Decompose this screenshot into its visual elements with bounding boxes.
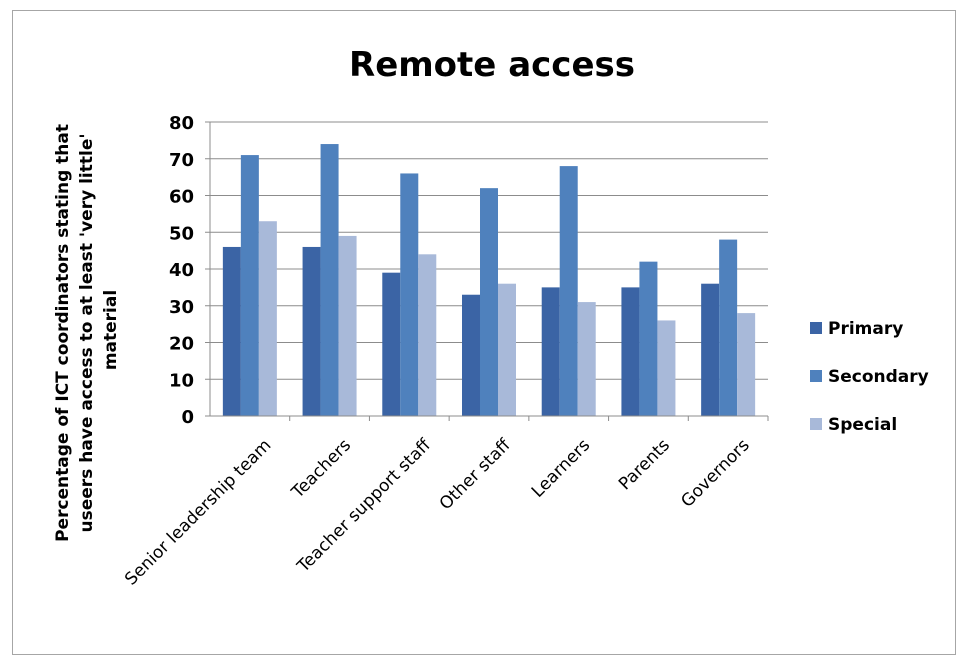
y-tick-label-80: 80 [169, 113, 194, 134]
y-axis-label-line-1: Percentage of ICT coordinators stating t… [53, 124, 73, 542]
legend-label-primary: Primary [828, 319, 903, 339]
y-tick-labels: 0 10 20 30 40 50 60 70 80 [169, 113, 194, 428]
y-tick-label-70: 70 [169, 150, 194, 171]
bar-special-6 [737, 313, 756, 416]
bar-secondary-1 [320, 144, 339, 417]
legend-swatch-special [810, 418, 822, 430]
legend-label-secondary: Secondary [828, 367, 929, 387]
y-tick-label-40: 40 [169, 260, 194, 281]
bar-special-4 [577, 302, 596, 416]
y-axis-label: Percentage of ICT coordinators stating t… [53, 118, 121, 542]
x-tick-label-2: Teacher support staff [293, 434, 436, 577]
bar-primary-3 [462, 294, 480, 416]
bar-secondary-4 [559, 166, 578, 416]
x-tick-label-3: Other staff [436, 434, 516, 514]
chart-title: Remote access [349, 45, 635, 85]
y-axis-label-line-2: useers have access to at least 'very lit… [77, 133, 97, 532]
y-tick-label-60: 60 [169, 187, 194, 208]
bar-secondary-2 [400, 173, 419, 416]
bar-primary-4 [541, 287, 560, 416]
y-axis-label-line-3: material [101, 290, 121, 370]
bar-secondary-6 [719, 239, 738, 416]
bar-secondary-5 [639, 261, 658, 416]
x-tick-label-1: Teachers [287, 435, 355, 503]
bar-special-3 [498, 283, 516, 416]
y-tick-label-50: 50 [169, 223, 194, 244]
bar-primary-0 [222, 246, 241, 416]
legend-swatch-secondary [810, 370, 822, 382]
x-tick-label-5: Parents [615, 435, 674, 494]
bar-primary-2 [382, 272, 401, 416]
y-tick-label-20: 20 [169, 334, 194, 355]
legend-swatch-primary [810, 322, 822, 334]
bar-primary-6 [701, 283, 720, 416]
legend: Primary Secondary Special [810, 319, 929, 435]
x-tick-label-0: Senior leadership team [121, 435, 275, 589]
axes [205, 121, 769, 421]
y-tick-label-30: 30 [169, 297, 194, 318]
y-tick-label-10: 10 [169, 370, 194, 391]
bar-primary-1 [302, 246, 321, 416]
x-tick-label-6: Governors [677, 435, 753, 511]
y-tick-label-0: 0 [181, 407, 194, 428]
bar-special-2 [418, 254, 437, 416]
bar-secondary-0 [240, 155, 259, 416]
bar-primary-5 [621, 287, 640, 416]
bar-special-1 [338, 235, 357, 416]
bar-special-5 [657, 320, 676, 416]
legend-label-special: Special [828, 415, 897, 435]
x-tick-label-4: Learners [528, 435, 594, 501]
bars [222, 144, 756, 417]
bar-secondary-3 [480, 188, 498, 416]
bar-special-0 [258, 221, 277, 416]
